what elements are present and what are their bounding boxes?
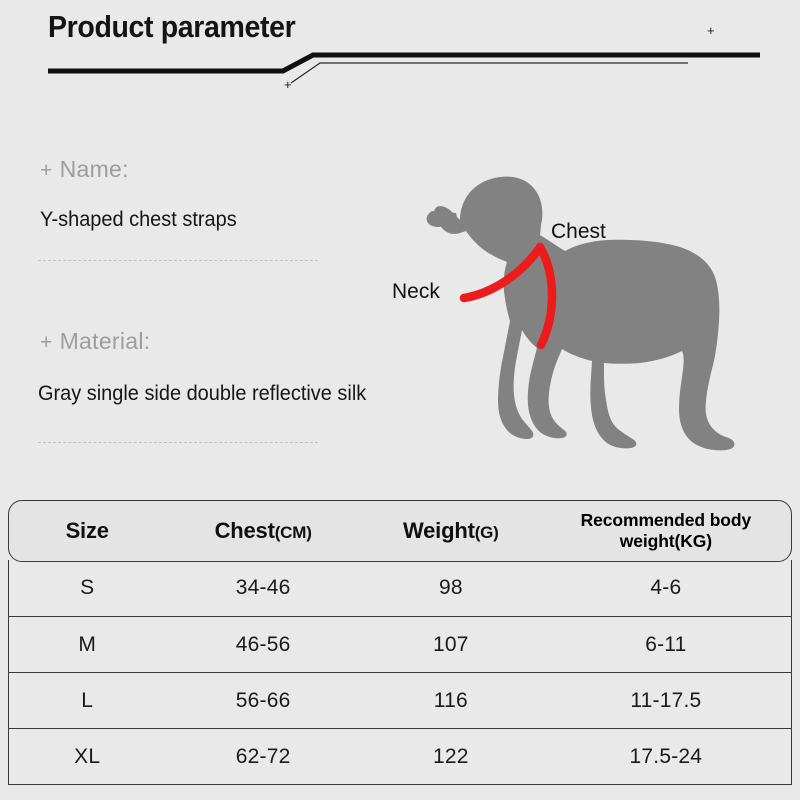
spec-material-label: + Material: (40, 328, 150, 355)
spec-divider (38, 442, 318, 443)
spec-name-label-text: Name: (59, 156, 129, 182)
column-header-chest: Chest(CM) (165, 518, 361, 544)
cell-chest: 56-66 (235, 688, 291, 712)
header-rule-decoration (48, 52, 760, 84)
table-row: XL 62-72 122 17.5-24 (9, 728, 791, 784)
spec-name-label: + Name: (40, 156, 129, 183)
column-header-weight-unit: (G) (474, 523, 499, 542)
table-body: S 34-46 98 4-6 M 46-56 107 6-11 L 56-66 … (8, 560, 792, 785)
cell-recommended: 11-17.5 (630, 688, 702, 712)
cell-size: XL (74, 744, 101, 768)
spec-material-label-text: Material: (59, 328, 151, 354)
cell-size: L (81, 688, 94, 712)
chest-measure-label: Chest (551, 220, 606, 243)
cell-weight: 98 (438, 576, 463, 599)
table-row: M 46-56 107 6-11 (9, 616, 791, 672)
column-header-chest-text: Chest (214, 518, 275, 543)
column-header-weight: Weight(G) (361, 518, 541, 544)
cell-weight: 116 (433, 688, 468, 712)
page-title: Product parameter (48, 9, 296, 44)
cell-weight: 122 (433, 744, 469, 768)
spec-name-value: Y-shaped chest straps (40, 208, 237, 231)
cell-recommended: 6-11 (645, 632, 687, 656)
column-header-weight-text: Weight (402, 518, 475, 543)
table-row: S 34-46 98 4-6 (9, 560, 791, 616)
cell-recommended: 17.5-24 (629, 744, 703, 768)
neck-measure-label: Neck (392, 280, 440, 303)
cell-size: M (78, 632, 97, 656)
column-header-recommended: Recommended body weight(KG) (580, 510, 752, 551)
column-header-size-text: Size (65, 518, 109, 543)
spec-divider (38, 260, 318, 261)
cell-recommended: 4-6 (650, 576, 682, 599)
cell-size: S (80, 576, 95, 599)
dog-silhouette-icon (426, 176, 735, 451)
plus-marker-left: + (284, 77, 292, 92)
column-header-chest-unit: (CM) (274, 523, 312, 542)
cell-chest: 46-56 (235, 632, 291, 656)
size-chart-table: Size Chest(CM) Weight(G) Recommended bod… (8, 500, 792, 788)
cell-chest: 62-72 (235, 744, 291, 768)
column-header-size: Size (9, 518, 165, 544)
plus-icon: + (40, 331, 53, 354)
table-row: L 56-66 116 11-17.5 (9, 672, 791, 728)
dog-measurement-diagram: Neck Chest (380, 165, 800, 475)
cell-weight: 107 (433, 632, 469, 656)
table-header-row: Size Chest(CM) Weight(G) Recommended bod… (8, 500, 792, 562)
plus-icon: + (40, 159, 53, 182)
cell-chest: 34-46 (235, 576, 291, 599)
spec-material-value: Gray single side double reflective silk (38, 382, 367, 405)
header: Product parameter + + (0, 0, 800, 105)
plus-marker-right: + (707, 23, 715, 38)
